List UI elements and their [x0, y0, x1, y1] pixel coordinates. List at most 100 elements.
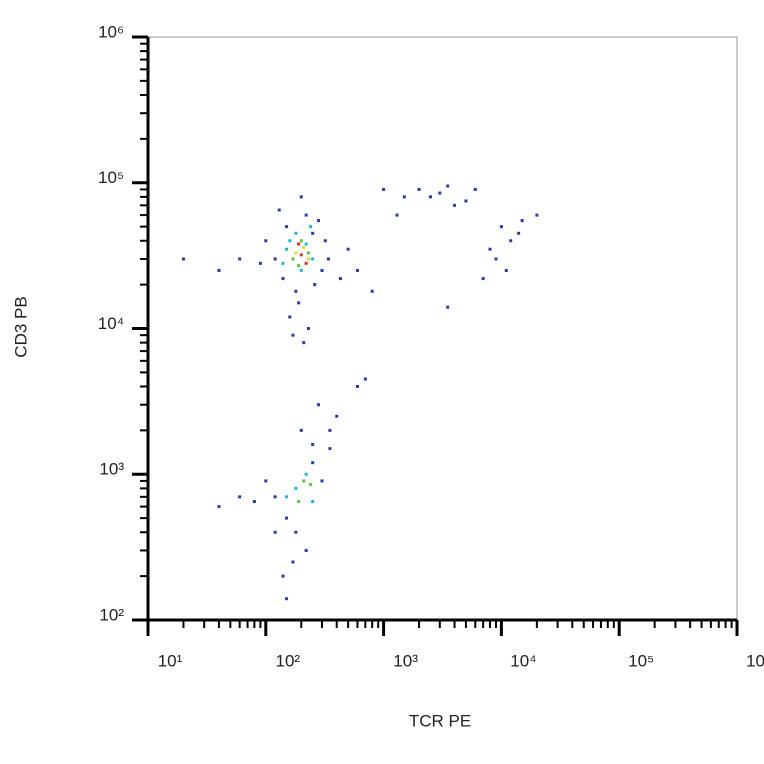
point — [309, 225, 313, 229]
point — [291, 257, 295, 261]
point — [297, 242, 301, 246]
point — [402, 195, 406, 199]
point — [273, 495, 277, 499]
point — [535, 213, 539, 217]
point — [306, 251, 310, 255]
point — [281, 574, 285, 578]
point — [285, 597, 289, 601]
point — [273, 257, 277, 261]
point — [294, 289, 298, 293]
point — [438, 191, 442, 195]
point — [311, 461, 315, 465]
point — [294, 486, 298, 490]
point — [520, 219, 524, 223]
point — [320, 269, 324, 273]
point — [370, 289, 374, 293]
point — [299, 253, 303, 257]
point — [299, 195, 303, 199]
point — [328, 447, 332, 451]
point — [264, 479, 268, 483]
point — [481, 277, 485, 281]
point — [264, 239, 268, 243]
point — [311, 257, 315, 261]
point — [285, 225, 289, 229]
point — [504, 269, 508, 273]
point — [297, 500, 301, 504]
point — [281, 277, 285, 281]
point — [446, 305, 450, 309]
point — [311, 231, 315, 235]
x-tick-label: 10² — [276, 651, 301, 670]
point — [291, 333, 295, 337]
point — [335, 414, 339, 418]
point — [302, 341, 306, 345]
point — [355, 384, 359, 388]
point — [238, 495, 242, 499]
x-axis-label: TCR PE — [409, 711, 471, 730]
y-axis-label: CD3 PB — [11, 296, 30, 357]
point — [320, 479, 324, 483]
point — [311, 442, 315, 446]
point — [217, 505, 221, 509]
point — [313, 283, 317, 287]
point — [323, 239, 327, 243]
point — [316, 403, 320, 407]
point — [277, 208, 281, 212]
point — [285, 247, 289, 251]
point — [494, 257, 498, 261]
point — [294, 251, 298, 255]
point — [299, 428, 303, 432]
point — [355, 269, 359, 273]
point — [288, 315, 292, 319]
point — [297, 301, 301, 305]
point — [304, 213, 308, 217]
x-tick-label: 10⁶ — [746, 651, 764, 670]
x-tick-label: 10³ — [393, 651, 418, 670]
point — [309, 483, 313, 487]
point — [382, 187, 386, 191]
y-tick-label: 10³ — [99, 460, 124, 479]
point — [299, 239, 303, 243]
point — [428, 195, 432, 199]
point — [285, 516, 289, 520]
point — [238, 257, 242, 261]
y-tick-label: 10⁶ — [98, 22, 124, 41]
point — [181, 257, 185, 261]
plot-frame — [147, 36, 738, 621]
point — [306, 257, 310, 261]
x-tick-label: 10⁴ — [510, 651, 536, 670]
point — [285, 495, 289, 499]
point — [302, 245, 306, 249]
point — [302, 479, 306, 483]
point — [473, 187, 477, 191]
point — [291, 560, 295, 564]
point — [509, 239, 513, 243]
y-tick-label: 10⁵ — [98, 168, 124, 187]
x-tick-label: 10⁵ — [628, 651, 654, 670]
point — [273, 530, 277, 534]
point — [316, 219, 320, 223]
point — [288, 239, 292, 243]
point — [395, 213, 399, 217]
point — [304, 242, 308, 246]
point — [499, 225, 503, 229]
point — [281, 261, 285, 265]
point — [304, 548, 308, 552]
point — [299, 269, 303, 273]
point — [297, 264, 301, 268]
x-tick-label: 10¹ — [158, 651, 183, 670]
point — [363, 377, 367, 381]
point — [328, 428, 332, 432]
point — [217, 269, 221, 273]
point — [338, 277, 342, 281]
point — [446, 184, 450, 188]
point — [517, 231, 521, 235]
point — [488, 247, 492, 251]
point — [306, 327, 310, 330]
point — [304, 261, 308, 265]
point — [464, 199, 468, 203]
y-tick-label: 10² — [99, 605, 124, 624]
point — [304, 472, 308, 476]
point — [417, 187, 421, 191]
